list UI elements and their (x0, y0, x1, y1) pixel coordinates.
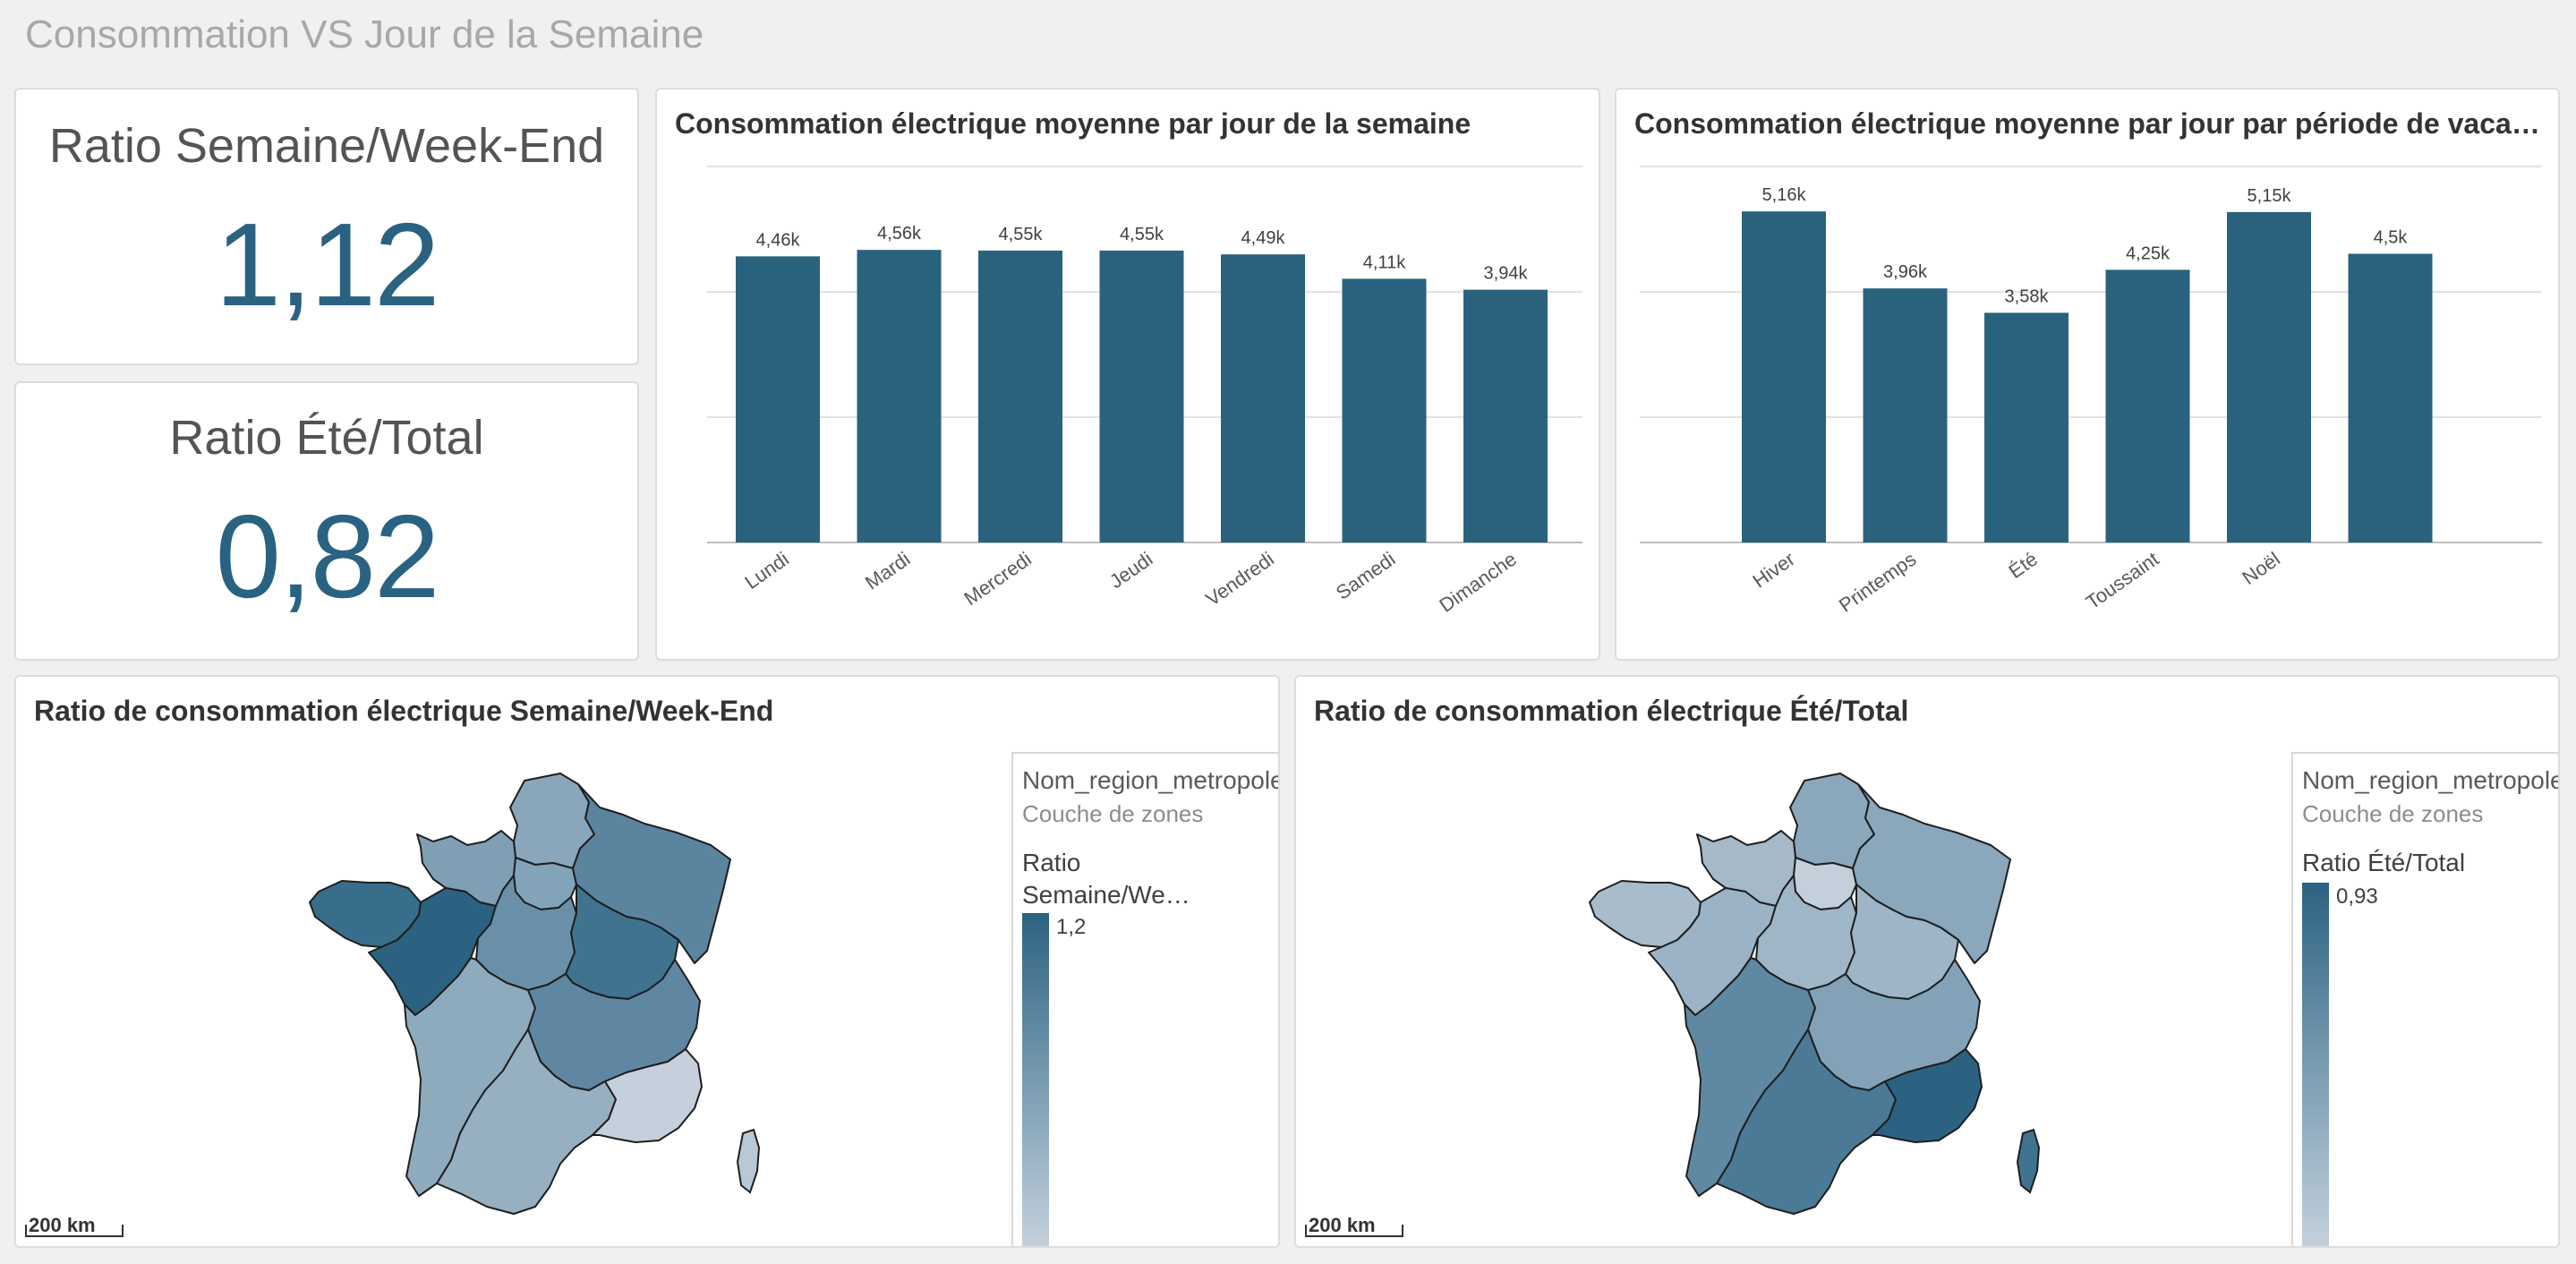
bar-value-label: 5,16k (1762, 185, 1807, 205)
x-tick-label: Samedi (1332, 548, 1399, 604)
bar[interactable] (1742, 211, 1826, 542)
legend-max-value: 0,93 (2336, 884, 2378, 909)
x-tick-label: Été (2004, 548, 2041, 583)
x-tick-label: Lundi (740, 548, 792, 594)
legend-color-scale (1022, 913, 1049, 1246)
scale-bar (25, 1225, 124, 1237)
x-tick-label: Toussaint (2082, 548, 2162, 614)
kpi-value: 1,12 (215, 199, 440, 330)
bar-value-label: 4,55k (1120, 225, 1164, 244)
bar-value-label: 3,58k (2005, 286, 2050, 306)
scale-label: 200 km (1309, 1214, 1376, 1236)
map-legend[interactable]: Nom_region_metropole Couche de zones Rat… (1011, 752, 1280, 1246)
bar-value-label: 4,49k (1241, 228, 1286, 248)
legend-max-value: 1,2 (1056, 915, 1087, 939)
region-corse[interactable] (736, 1128, 761, 1194)
bar[interactable] (857, 250, 942, 542)
bar[interactable] (2348, 253, 2433, 542)
scale-bar (1305, 1225, 1403, 1237)
x-tick-label: Vendredi (1201, 548, 1277, 611)
region-paca[interactable] (1872, 1048, 1983, 1143)
bar[interactable] (1863, 288, 1948, 542)
bar[interactable] (1342, 278, 1427, 542)
region-occitanie[interactable] (1716, 1029, 1897, 1215)
x-tick-label: Hiver (1748, 548, 1798, 593)
bar-value-label: 4,11k (1363, 252, 1406, 272)
bar-chart-jour-semaine-plot: 4,46k Lundi 4,56k Mardi 4,55k Mercredi 4,55k Je… (707, 166, 1582, 617)
map-title: Ratio de consommation électrique Été/Tot… (1314, 695, 1909, 727)
sheet-title: Consommation VS Jour de la Semaine (25, 13, 704, 56)
scale-label: 200 km (29, 1214, 96, 1236)
bar-value-label: 4,56k (877, 224, 922, 243)
bar[interactable] (2227, 211, 2311, 542)
map-title: Ratio de consommation électrique Semaine… (34, 695, 774, 727)
legend-layer-name: Couche de zones (1022, 800, 1204, 827)
legend-field-name: Nom_region_metropole (2302, 766, 2560, 794)
x-tick-label: Noël (2238, 548, 2283, 589)
kpi-value: 0,82 (215, 491, 440, 622)
bar[interactable] (736, 256, 820, 542)
x-tick-label: Mercredi (960, 548, 1035, 611)
legend-measure-name: Ratio Semaine/We… (1022, 849, 1190, 909)
bar[interactable] (1984, 312, 2068, 542)
kpi-ratio-ete-total[interactable]: Ratio Été/Total 0,82 (14, 381, 639, 661)
map-ratio-ete-total[interactable]: Ratio de consommation électrique Été/Tot… (1294, 675, 2560, 1248)
legend-color-scale (2302, 883, 2329, 1246)
region-corse[interactable] (2016, 1128, 2041, 1194)
bar-value-label: 5,15k (2248, 186, 2292, 206)
bar-value-label: 4,5k (2374, 227, 2409, 247)
france-map-ete-total[interactable] (1556, 748, 2057, 1248)
bar[interactable] (1099, 250, 1184, 542)
x-tick-label: Dimanche (1435, 548, 1520, 617)
x-tick-label: Mardi (861, 548, 914, 594)
bar[interactable] (978, 250, 1062, 542)
kpi-ratio-semaine-weekend[interactable]: Ratio Semaine/Week-End 1,12 (14, 88, 639, 365)
bar-value-label: 3,94k (1484, 264, 1529, 284)
kpi-title: Ratio Semaine/Week-End (48, 119, 605, 173)
bar-chart-periode-vacances[interactable]: Consommation électrique moyenne par jour… (1615, 88, 2560, 661)
bar-value-label: 4,55k (999, 225, 1044, 244)
bar[interactable] (1221, 254, 1305, 542)
bar-value-label: 3,96k (1883, 262, 1928, 282)
bar[interactable] (1463, 289, 1548, 542)
region-paca[interactable] (592, 1048, 703, 1143)
map-legend[interactable]: Nom_region_metropole Couche de zones Rat… (2291, 752, 2560, 1246)
bar-chart-periode-vacances-plot: 5,16k Hiver 3,96k Printemps 3,58k Été 4,25k Tou… (1640, 166, 2542, 617)
x-tick-label: Jeudi (1105, 548, 1156, 594)
bar[interactable] (2105, 269, 2190, 542)
map-ratio-semaine-weekend[interactable]: Ratio de consommation électrique Semaine… (14, 675, 1280, 1248)
france-map-semaine-weekend[interactable] (276, 748, 777, 1248)
bar-chart-jour-semaine[interactable]: Consommation électrique moyenne par jour… (655, 88, 1600, 661)
bar-value-label: 4,25k (2126, 243, 2171, 263)
legend-measure-name: Ratio Été/Total (2302, 849, 2466, 876)
x-tick-label: Printemps (1835, 548, 1920, 617)
legend-layer-name: Couche de zones (2302, 800, 2484, 827)
legend-field-name: Nom_region_metropole (1022, 766, 1280, 794)
kpi-title: Ratio Été/Total (169, 411, 484, 465)
bar-value-label: 4,46k (756, 230, 801, 250)
region-occitanie[interactable] (436, 1029, 617, 1215)
